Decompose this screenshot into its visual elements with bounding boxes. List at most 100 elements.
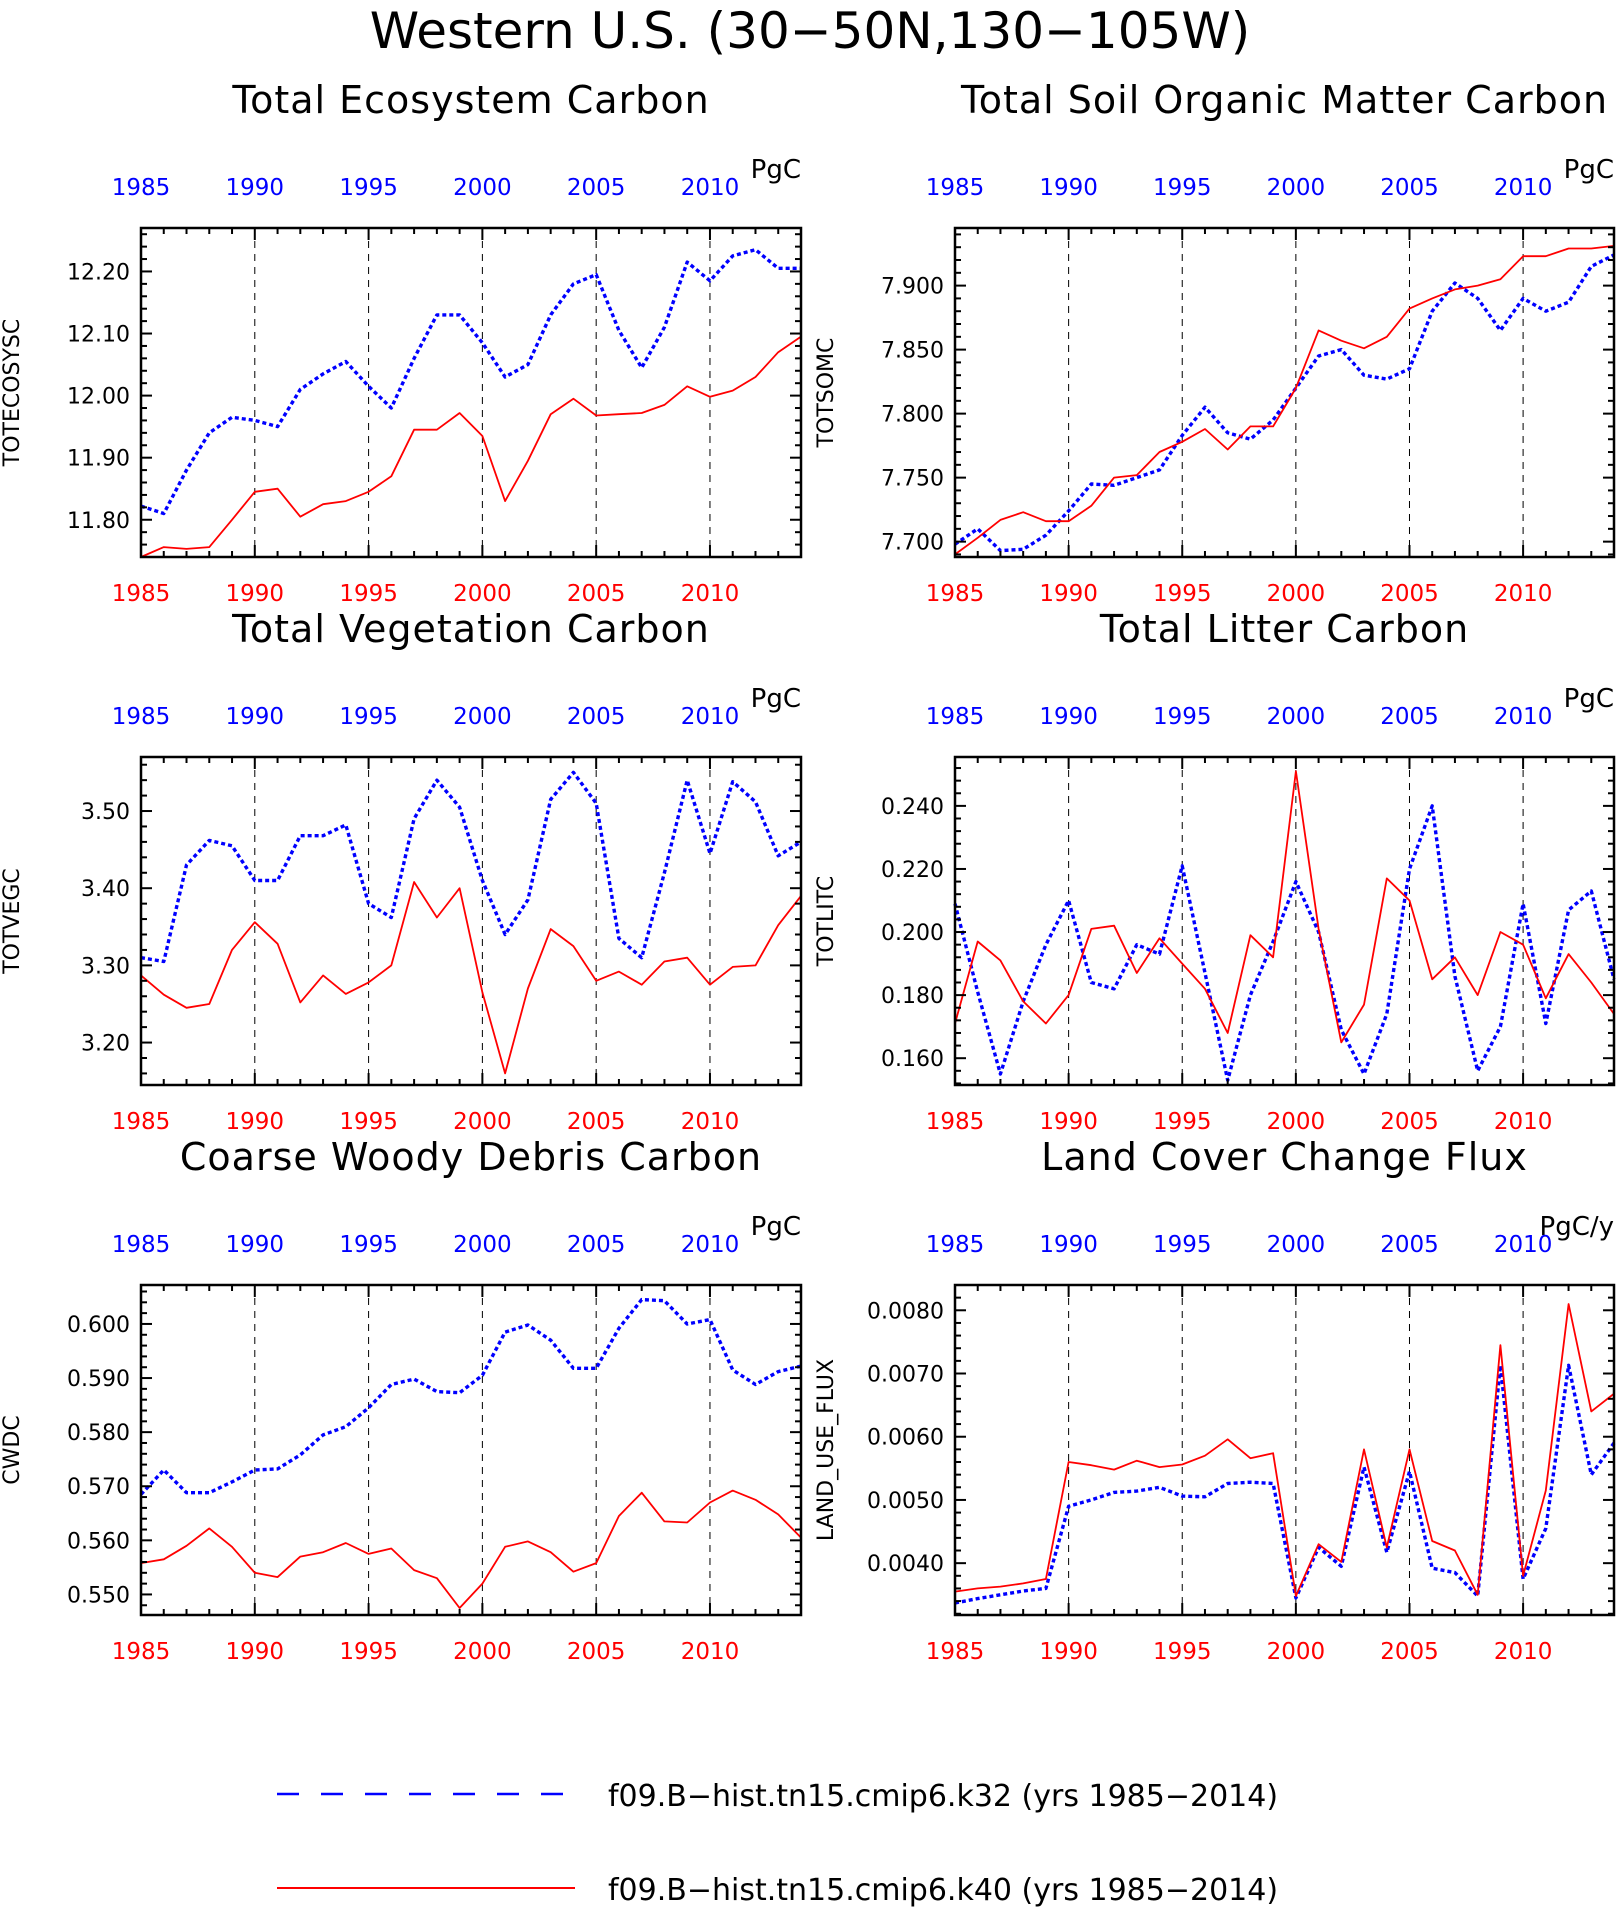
ytick-label: 0.220 xyxy=(881,858,944,883)
y-axis-label: TOTVEGC xyxy=(0,868,25,975)
xtick-label-bottom: 1985 xyxy=(112,1639,171,1665)
xtick-label-bottom: 1990 xyxy=(1039,1639,1098,1665)
series-line-k32 xyxy=(140,247,801,516)
xtick-label-top: 1985 xyxy=(926,704,985,730)
xtick-label-top: 1985 xyxy=(926,1232,985,1258)
panels: Total Ecosystem Carbon PgC 11.80 11.90 12.00… xyxy=(0,78,1616,1665)
series-line-k40 xyxy=(954,1303,1615,1597)
xtick-label-bottom: 1995 xyxy=(1153,1639,1212,1665)
ytick-label: 0.160 xyxy=(881,1047,944,1072)
units-label: PgC xyxy=(751,684,801,714)
xtick-label-bottom: 2000 xyxy=(1267,1109,1326,1135)
xtick-label-top: 2005 xyxy=(567,1232,626,1258)
xtick-label-top: 2010 xyxy=(1494,175,1553,201)
xtick-label-bottom: 1990 xyxy=(1039,581,1098,607)
series-line-k40 xyxy=(140,1489,802,1609)
xtick-label-bottom: 2005 xyxy=(567,1639,626,1665)
ytick-label: 0.0060 xyxy=(867,1426,944,1451)
xtick-label-bottom: 2010 xyxy=(681,1109,740,1135)
ytick-label: 12.20 xyxy=(67,260,130,285)
ytick-label: 7.800 xyxy=(881,403,944,428)
ytick-label: 0.550 xyxy=(67,1583,130,1608)
xtick-label-bottom: 2010 xyxy=(681,1639,740,1665)
xtick-label-bottom: 1990 xyxy=(1039,1109,1098,1135)
panel-title: Total Soil Organic Matter Carbon xyxy=(960,78,1608,122)
xtick-label-bottom: 1985 xyxy=(926,581,985,607)
xtick-label-top: 2000 xyxy=(453,175,512,201)
ytick-label: 3.20 xyxy=(81,1032,130,1057)
xtick-label-bottom: 1990 xyxy=(226,1109,285,1135)
legend: f09.B−hist.tn15.cmip6.k32 (yrs 1985−2014… xyxy=(277,1779,1278,1908)
xtick-label-top: 1990 xyxy=(1039,704,1098,730)
ytick-label: 11.80 xyxy=(67,509,130,534)
units-label: PgC xyxy=(1564,155,1614,185)
ytick-label: 3.30 xyxy=(81,954,130,979)
y-axis-label: TOTECOSYSC xyxy=(0,319,25,468)
panel: Total Litter Carbon PgC 0.160 0.180 0.200 0.2… xyxy=(814,607,1616,1135)
plot-frame xyxy=(953,755,1616,1087)
panel: Total Vegetation Carbon PgC 3.20 3.30 3.40 3.… xyxy=(0,607,803,1135)
plot-frame xyxy=(139,226,803,559)
ytick-label: 0.0070 xyxy=(867,1363,944,1388)
figure-title: Western U.S. (30−50N,130−105W) xyxy=(370,2,1251,60)
plot-frame xyxy=(953,1283,1616,1617)
ytick-label: 7.850 xyxy=(881,339,944,364)
panel: Total Ecosystem Carbon PgC 11.80 11.90 12.00… xyxy=(0,78,803,607)
ytick-label: 0.180 xyxy=(881,984,944,1009)
series-line-k40 xyxy=(954,245,1615,556)
panel-title: Coarse Woody Debris Carbon xyxy=(180,1135,762,1179)
xtick-label-top: 2010 xyxy=(681,175,740,201)
xtick-label-bottom: 1995 xyxy=(1153,1109,1212,1135)
xtick-label-bottom: 2000 xyxy=(453,1109,512,1135)
xtick-label-top: 2010 xyxy=(681,704,740,730)
xtick-label-top: 1990 xyxy=(1039,1232,1098,1258)
xtick-label-top: 2000 xyxy=(453,1232,512,1258)
xtick-label-top: 2000 xyxy=(1267,175,1326,201)
plot-frame xyxy=(139,1283,803,1617)
ytick-label: 0.240 xyxy=(881,795,944,820)
xtick-label-bottom: 2005 xyxy=(1380,1109,1439,1135)
xtick-label-top: 1995 xyxy=(1153,1232,1212,1258)
ytick-label: 0.200 xyxy=(881,921,944,946)
ytick-label: 12.10 xyxy=(67,323,130,348)
xtick-label-top: 2010 xyxy=(681,1232,740,1258)
legend-label-k32: f09.B−hist.tn15.cmip6.k32 (yrs 1985−2014… xyxy=(608,1779,1278,1814)
legend-label-k40: f09.B−hist.tn15.cmip6.k40 (yrs 1985−2014… xyxy=(608,1873,1278,1908)
xtick-label-bottom: 2000 xyxy=(453,581,512,607)
xtick-label-bottom: 1985 xyxy=(112,1109,171,1135)
ytick-label: 0.560 xyxy=(67,1529,130,1554)
xtick-label-bottom: 2010 xyxy=(1494,1109,1553,1135)
ytick-label: 12.00 xyxy=(67,385,130,410)
plot-frame xyxy=(139,755,803,1087)
y-axis-label: LAND_USE_FLUX xyxy=(814,1359,839,1541)
ytick-label: 7.700 xyxy=(881,531,944,556)
panel-title: Land Cover Change Flux xyxy=(1041,1135,1528,1179)
xtick-label-bottom: 2010 xyxy=(1494,581,1553,607)
units-label: PgC xyxy=(751,155,801,185)
ytick-label: 7.750 xyxy=(881,467,944,492)
xtick-label-top: 2000 xyxy=(453,704,512,730)
panel-title: Total Litter Carbon xyxy=(1099,607,1469,651)
xtick-label-bottom: 1985 xyxy=(112,581,171,607)
ytick-label: 3.40 xyxy=(81,877,130,902)
xtick-label-top: 2010 xyxy=(1494,1232,1553,1258)
ytick-label: 3.50 xyxy=(81,800,130,825)
xtick-label-bottom: 1995 xyxy=(339,1109,398,1135)
panel-title: Total Vegetation Carbon xyxy=(231,607,710,651)
xtick-label-bottom: 1990 xyxy=(226,1639,285,1665)
y-axis-label: CWDC xyxy=(0,1415,25,1484)
xtick-label-bottom: 2000 xyxy=(1267,581,1326,607)
xtick-label-bottom: 1995 xyxy=(339,1639,398,1665)
series-line-k40 xyxy=(954,770,1615,1044)
ytick-label: 0.600 xyxy=(67,1313,130,1338)
xtick-label-bottom: 2010 xyxy=(1494,1639,1553,1665)
xtick-label-bottom: 2000 xyxy=(1267,1639,1326,1665)
xtick-label-top: 1990 xyxy=(226,175,285,201)
xtick-label-top: 2005 xyxy=(567,704,626,730)
xtick-label-bottom: 2000 xyxy=(453,1639,512,1665)
ytick-label: 11.90 xyxy=(67,447,130,472)
ytick-label: 0.570 xyxy=(67,1475,130,1500)
series-line-k32 xyxy=(954,1363,1616,1605)
xtick-label-bottom: 1995 xyxy=(339,581,398,607)
